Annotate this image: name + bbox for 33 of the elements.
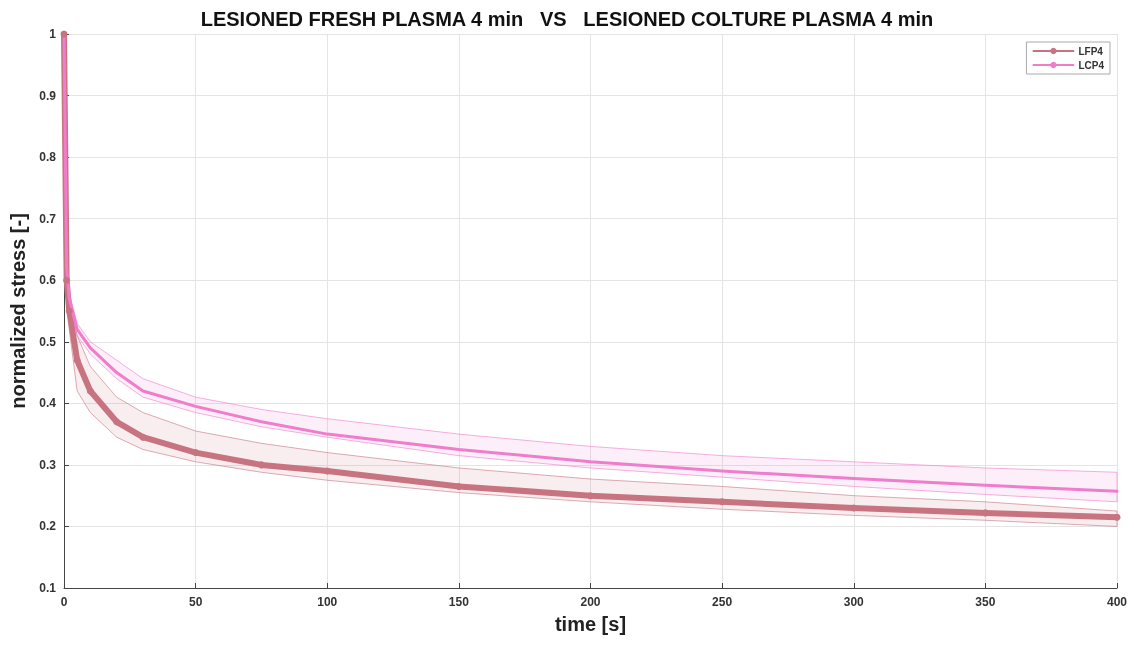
y-axis-title: normalized stress [-] xyxy=(7,213,29,409)
y-tick-label: 0.8 xyxy=(39,150,57,165)
point xyxy=(63,276,71,284)
x-tick-label: 150 xyxy=(448,595,470,609)
y-tick-label: 0.5 xyxy=(39,334,57,349)
point xyxy=(257,461,265,469)
y-tick-label: 0.6 xyxy=(39,273,57,288)
x-tick-label: 200 xyxy=(580,595,601,609)
x-tick-label: 50 xyxy=(188,595,203,609)
point xyxy=(65,307,73,315)
x-tick-label: 250 xyxy=(712,595,733,609)
point xyxy=(86,387,94,395)
y-tick-label: 0.3 xyxy=(39,457,57,472)
chart-title: LESIONED FRESH PLASMA 4 min VS LESIONED COLTURE PLASMA 4 min xyxy=(200,8,934,30)
point xyxy=(192,449,200,457)
x-tick-label: 300 xyxy=(843,595,865,609)
y-tick-label: 0.4 xyxy=(39,396,57,411)
x-tick-label: 0 xyxy=(60,595,68,609)
x-axis-title: time [s] xyxy=(554,613,627,635)
point xyxy=(139,433,147,441)
y-tick-label: 1 xyxy=(49,27,57,41)
point xyxy=(113,418,121,426)
legend-label: LFP4 xyxy=(1078,45,1104,57)
y-tick-label: 0.9 xyxy=(39,88,57,103)
legend-label: LCP4 xyxy=(1078,59,1105,71)
x-tick-label: 350 xyxy=(975,595,996,609)
point xyxy=(73,356,81,364)
y-tick-label: 0.7 xyxy=(39,211,57,226)
x-tick-label: 400 xyxy=(1106,595,1128,609)
y-tick-label: 0.1 xyxy=(39,581,57,595)
x-tick-label: 100 xyxy=(317,595,338,609)
point xyxy=(587,492,594,500)
y-tick-label: 0.2 xyxy=(39,519,57,534)
